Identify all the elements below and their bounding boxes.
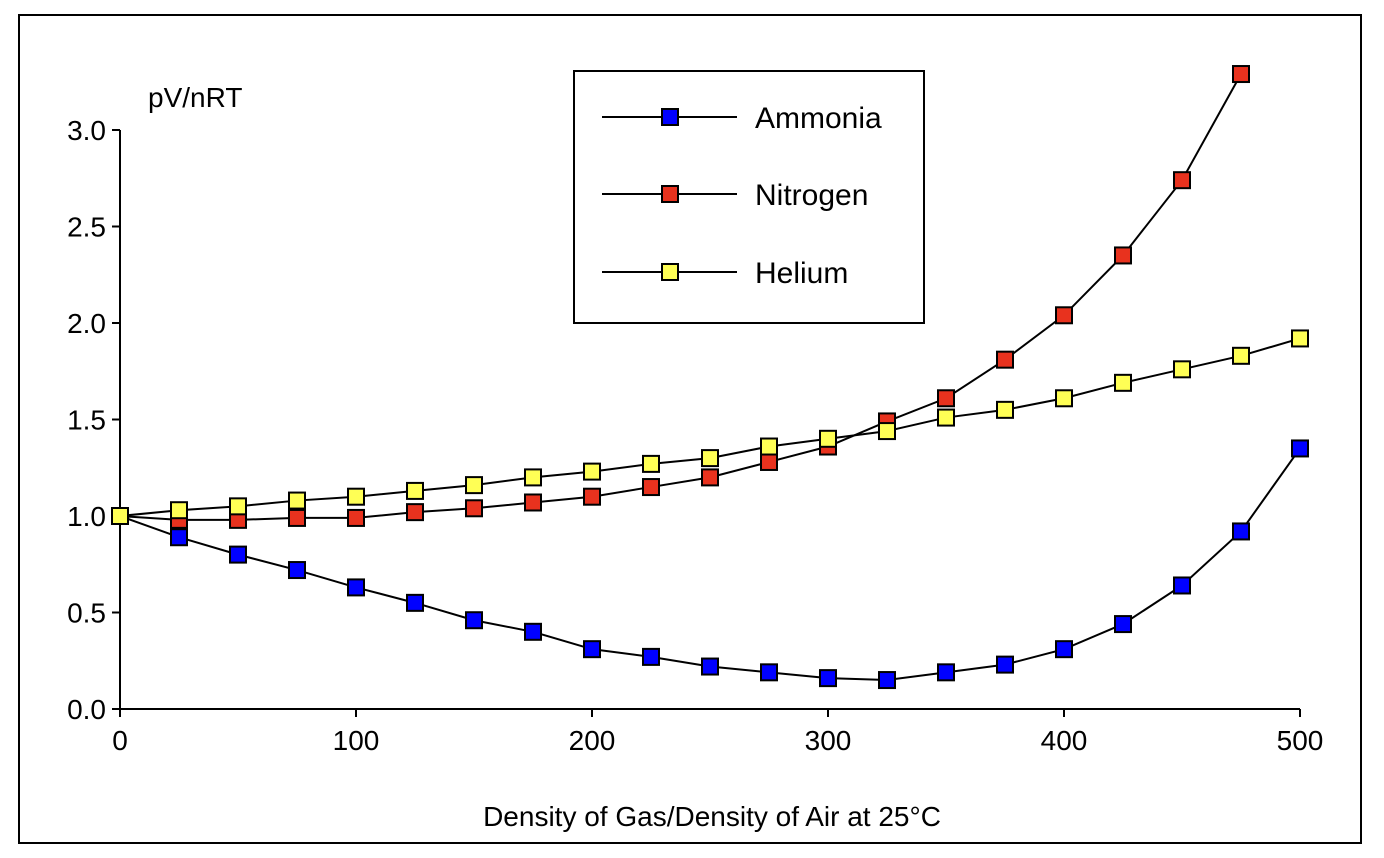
data-point-ammonia	[406, 593, 424, 612]
y-tick-label: 1.0	[67, 501, 106, 532]
legend-item-ammonia: Ammonia	[602, 102, 882, 135]
data-point-ammonia	[465, 611, 483, 630]
x-tick-label: 100	[333, 725, 380, 756]
data-point-helium	[1291, 329, 1309, 348]
legend-marker	[661, 263, 679, 281]
legend-marker	[661, 185, 679, 203]
data-point-helium	[170, 501, 188, 520]
data-point-nitrogen	[347, 508, 365, 527]
data-point-nitrogen	[996, 350, 1014, 369]
y-tick-label: 3.0	[67, 115, 106, 146]
legend-item-nitrogen: Nitrogen	[602, 179, 868, 212]
data-point-ammonia	[229, 545, 247, 564]
data-point-nitrogen	[524, 493, 542, 512]
data-point-nitrogen	[288, 508, 306, 527]
y-axis-title: pV/nRT	[148, 82, 242, 113]
data-point-nitrogen	[406, 503, 424, 522]
data-point-ammonia	[878, 671, 896, 690]
series-line-helium	[119, 337, 1301, 517]
data-point-helium	[583, 462, 601, 481]
data-point-nitrogen	[1232, 65, 1250, 84]
data-point-nitrogen	[1173, 171, 1191, 190]
series-line-nitrogen	[119, 73, 1242, 521]
x-tick-label: 0	[112, 725, 128, 756]
data-point-helium	[229, 497, 247, 516]
data-point-helium	[347, 487, 365, 506]
y-tick-label: 2.0	[67, 308, 106, 339]
data-point-helium	[878, 422, 896, 441]
data-point-ammonia	[1291, 439, 1309, 458]
data-point-helium	[937, 408, 955, 427]
data-point-helium	[760, 437, 778, 456]
legend-label: Ammonia	[755, 102, 882, 135]
data-point-nitrogen	[760, 452, 778, 471]
data-point-ammonia	[819, 669, 837, 688]
data-point-ammonia	[1055, 640, 1073, 659]
data-point-helium	[288, 491, 306, 510]
data-point-helium	[524, 468, 542, 487]
data-point-ammonia	[1232, 522, 1250, 541]
data-point-ammonia	[288, 561, 306, 580]
legend-box	[573, 70, 925, 324]
data-point-ammonia	[642, 647, 660, 666]
data-point-helium	[701, 449, 719, 468]
x-tick-label: 200	[569, 725, 616, 756]
data-point-ammonia	[996, 655, 1014, 674]
data-point-helium	[642, 454, 660, 473]
data-point-nitrogen	[1055, 306, 1073, 325]
data-point-helium	[819, 429, 837, 448]
data-point-helium	[1173, 360, 1191, 379]
data-point-nitrogen	[937, 389, 955, 408]
data-point-nitrogen	[465, 499, 483, 518]
y-tick-label: 2.5	[67, 212, 106, 243]
data-point-helium	[406, 481, 424, 500]
legend: Ammonia Nitrogen Helium	[573, 70, 925, 324]
data-point-ammonia	[347, 578, 365, 597]
series-ammonia	[111, 439, 1309, 690]
legend-label: Nitrogen	[755, 179, 868, 212]
data-point-helium	[1114, 373, 1132, 392]
series-helium	[111, 329, 1309, 525]
data-point-ammonia	[1114, 615, 1132, 634]
y-tick-label: 1.5	[67, 405, 106, 436]
legend-item-helium: Helium	[602, 257, 848, 290]
data-point-nitrogen	[1114, 246, 1132, 265]
x-tick-label: 300	[805, 725, 852, 756]
data-point-nitrogen	[583, 487, 601, 506]
chart-frame	[18, 14, 1362, 844]
data-point-nitrogen	[701, 468, 719, 487]
data-point-helium	[465, 476, 483, 495]
data-point-helium	[1232, 346, 1250, 365]
data-point-ammonia	[1173, 576, 1191, 595]
data-point-nitrogen	[642, 478, 660, 497]
x-tick-label: 400	[1041, 725, 1088, 756]
x-ticks: 0 100 200 300 400 500	[112, 709, 1323, 756]
data-point-ammonia	[583, 640, 601, 659]
y-tick-label: 0.0	[67, 694, 106, 725]
data-point-ammonia	[170, 528, 188, 547]
x-tick-label: 500	[1277, 725, 1324, 756]
data-point-helium	[1055, 389, 1073, 408]
data-point-ammonia	[524, 622, 542, 641]
series-layer	[111, 65, 1309, 690]
data-point-helium	[996, 400, 1014, 419]
data-point-ammonia	[937, 663, 955, 682]
x-axis-title: Density of Gas/Density of Air at 25°C	[483, 801, 941, 832]
legend-marker	[661, 108, 679, 126]
data-point-helium	[111, 507, 129, 525]
data-point-ammonia	[760, 663, 778, 682]
y-ticks: 0.0 0.5 1.0 1.5 2.0 2.5 3.0	[67, 115, 120, 725]
y-tick-label: 0.5	[67, 598, 106, 629]
data-point-ammonia	[701, 657, 719, 676]
legend-label: Helium	[755, 257, 848, 290]
